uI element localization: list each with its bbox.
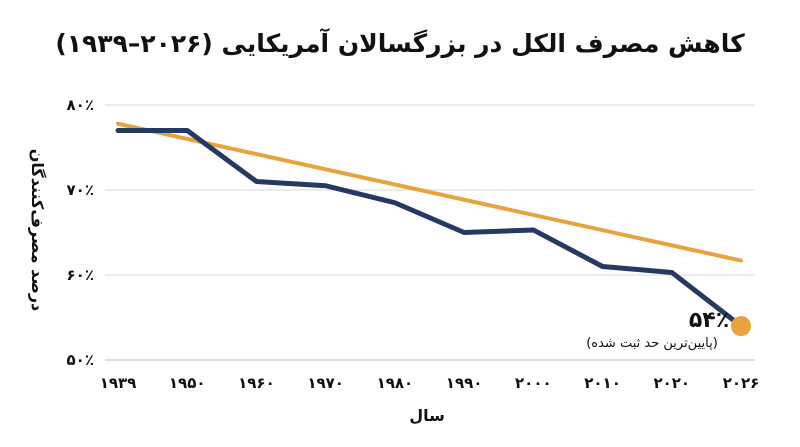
data-point-2010	[600, 264, 605, 269]
x-axis-label: سال	[409, 406, 445, 425]
y-axis-label: درصد مصرف‌کنندگان	[28, 149, 47, 311]
data-point-1980	[392, 200, 397, 205]
x-axis-ticks: ۱۹۳۹ ۱۹۵۰ ۱۹۶۰ ۱۹۷۰ ۱۹۸۰ ۱۹۹۰ ۲۰۰۰ ۲۰۱۰ ۲۰۲۰ ۲۰۲۶	[100, 374, 760, 392]
x-tick-label-2020: ۲۰۲۰	[653, 374, 690, 392]
chart-title: کاهش مصرف الکل در بزرگسالان آمریکایی (۲۰…	[55, 28, 745, 59]
data-point-1950	[185, 128, 190, 133]
y-tick-label-80: ۸۰٪	[67, 96, 94, 114]
annotation-lowest-note: (پایین‌ترین حد ثبت شده)	[586, 336, 718, 351]
x-tick-label-1939: ۱۹۳۹	[100, 374, 137, 392]
x-tick-label-2026: ۲۰۲۶	[723, 374, 760, 392]
annotation-lowest-value: ۵۴٪	[689, 308, 729, 333]
highlight-point	[731, 316, 751, 336]
x-tick-label-1950: ۱۹۵۰	[169, 374, 206, 392]
data-point-1970	[323, 183, 328, 188]
trend-line	[116, 121, 743, 263]
data-point-2000	[531, 227, 536, 232]
x-tick-label-1980: ۱۹۸۰	[377, 374, 414, 392]
data-point-2020	[669, 270, 674, 275]
x-tick-label-1970: ۱۹۷۰	[307, 374, 344, 392]
series-line	[115, 128, 744, 329]
x-tick-label-1960: ۱۹۶۰	[238, 374, 275, 392]
gridlines	[105, 104, 755, 361]
y-axis-ticks: ۵۰٪ ۶۰٪ ۷۰٪ ۸۰٪	[67, 96, 94, 369]
data-point-1960	[254, 179, 259, 184]
x-tick-label-1990: ۱۹۹۰	[446, 374, 483, 392]
data-point-1990	[462, 230, 467, 235]
x-tick-label-2000: ۲۰۰۰	[515, 374, 552, 392]
data-point-1939	[116, 128, 120, 133]
x-tick-label-2010: ۲۰۱۰	[584, 374, 621, 392]
series-layer	[115, 121, 751, 336]
y-tick-label-50: ۵۰٪	[67, 351, 94, 369]
y-tick-label-70: ۷۰٪	[67, 181, 94, 199]
y-tick-label-60: ۶۰٪	[67, 266, 94, 284]
